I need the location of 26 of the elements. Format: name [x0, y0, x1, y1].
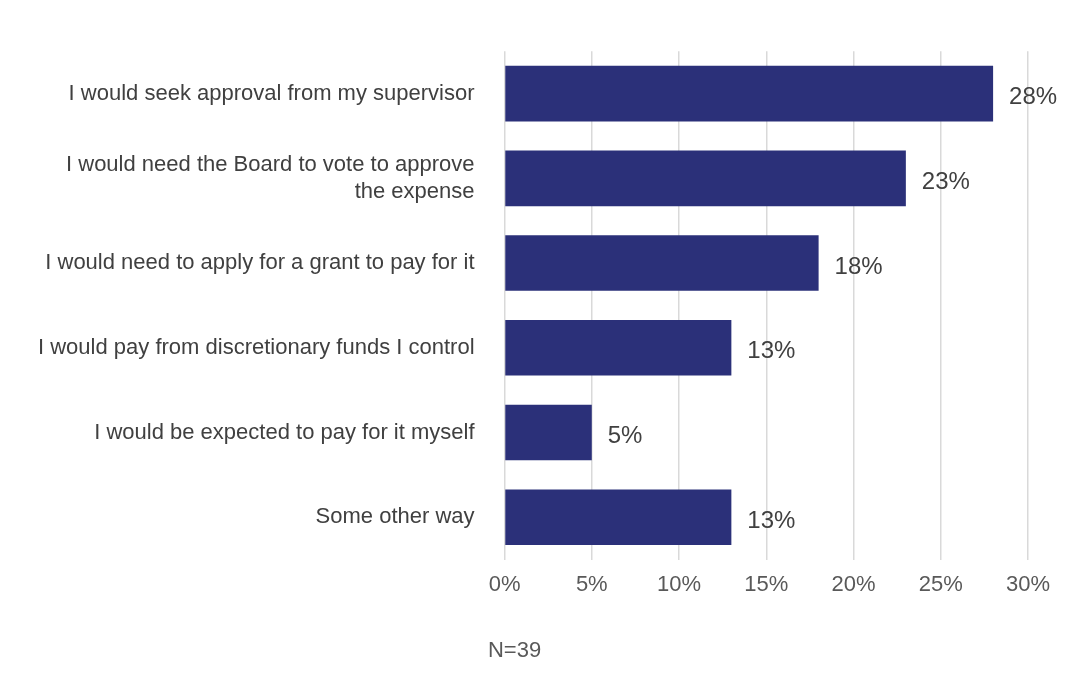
- y-tick-label: I would pay from discretionary funds I control: [38, 333, 475, 359]
- x-tick-label: 30%: [1005, 570, 1051, 596]
- data-label: 23%: [921, 166, 970, 194]
- y-tick-label: I would be expected to pay for it myself: [94, 418, 476, 444]
- bar: [505, 65, 994, 122]
- bar: [505, 235, 819, 291]
- data-label: 13%: [747, 336, 796, 364]
- data-label: 18%: [834, 251, 883, 279]
- x-tick-label: 0%: [488, 570, 521, 596]
- text: N=39: [487, 637, 542, 663]
- bar: [505, 404, 592, 461]
- bar: [505, 489, 732, 546]
- data-label: 28%: [1009, 82, 1058, 110]
- x-tick-label: 10%: [657, 570, 702, 596]
- y-tick-label: I would need the Board to vote to approve the expense: [66, 151, 475, 203]
- x-tick-label: 5%: [575, 570, 608, 596]
- y-tick-label: Some other way: [315, 503, 475, 529]
- bar: [505, 319, 732, 376]
- data-label: 5%: [607, 421, 643, 449]
- x-tick-label: 25%: [918, 570, 963, 596]
- x-tick-label: 20%: [831, 570, 876, 596]
- bar: [505, 150, 906, 207]
- data-label: 13%: [747, 505, 796, 533]
- y-tick-label: I would seek approval from my supervisor: [68, 79, 475, 105]
- x-tick-label: 15%: [744, 570, 789, 596]
- y-tick-label: I would need to apply for a grant to pay for it: [45, 249, 475, 275]
